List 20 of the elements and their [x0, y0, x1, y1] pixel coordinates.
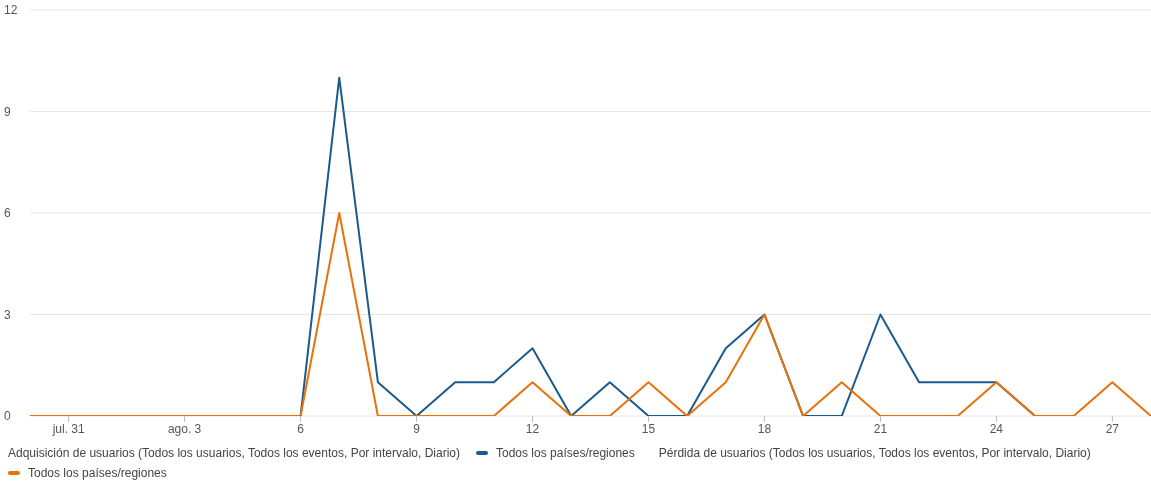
text: Adquisición de usuarios (Todos los usuarios, Todos los eventos, Por intervalo, Diario): [8, 446, 461, 460]
text: Pérdida de usuarios (Todos los usuarios, Todos los eventos, Por intervalo, Diario): [658, 446, 1091, 460]
line-series: [30, 212, 1151, 416]
y-tick-label: 3: [4, 307, 11, 322]
x-tick-label: 9: [413, 421, 421, 436]
legend-label: Todos los países/regiones: [495, 446, 635, 460]
x-tick-label: 24: [989, 421, 1004, 436]
y-tick-label: 12: [4, 3, 18, 18]
legend-label: Todos los países/regiones: [27, 466, 167, 480]
x-tick-label: 27: [1105, 421, 1120, 436]
x-tick-label: 21: [873, 421, 888, 436]
y-tick-label: 9: [4, 104, 11, 119]
x-tick-label: jul. 31: [51, 421, 85, 436]
x-tick-label: 15: [641, 421, 656, 436]
y-tick-label: 6: [4, 206, 11, 221]
x-tick-label: 12: [525, 421, 540, 436]
y-tick-label: 0: [4, 409, 11, 424]
x-tick-label: 6: [297, 421, 305, 436]
x-tick-label: ago. 3: [167, 421, 202, 436]
x-tick-label: 18: [757, 421, 772, 436]
